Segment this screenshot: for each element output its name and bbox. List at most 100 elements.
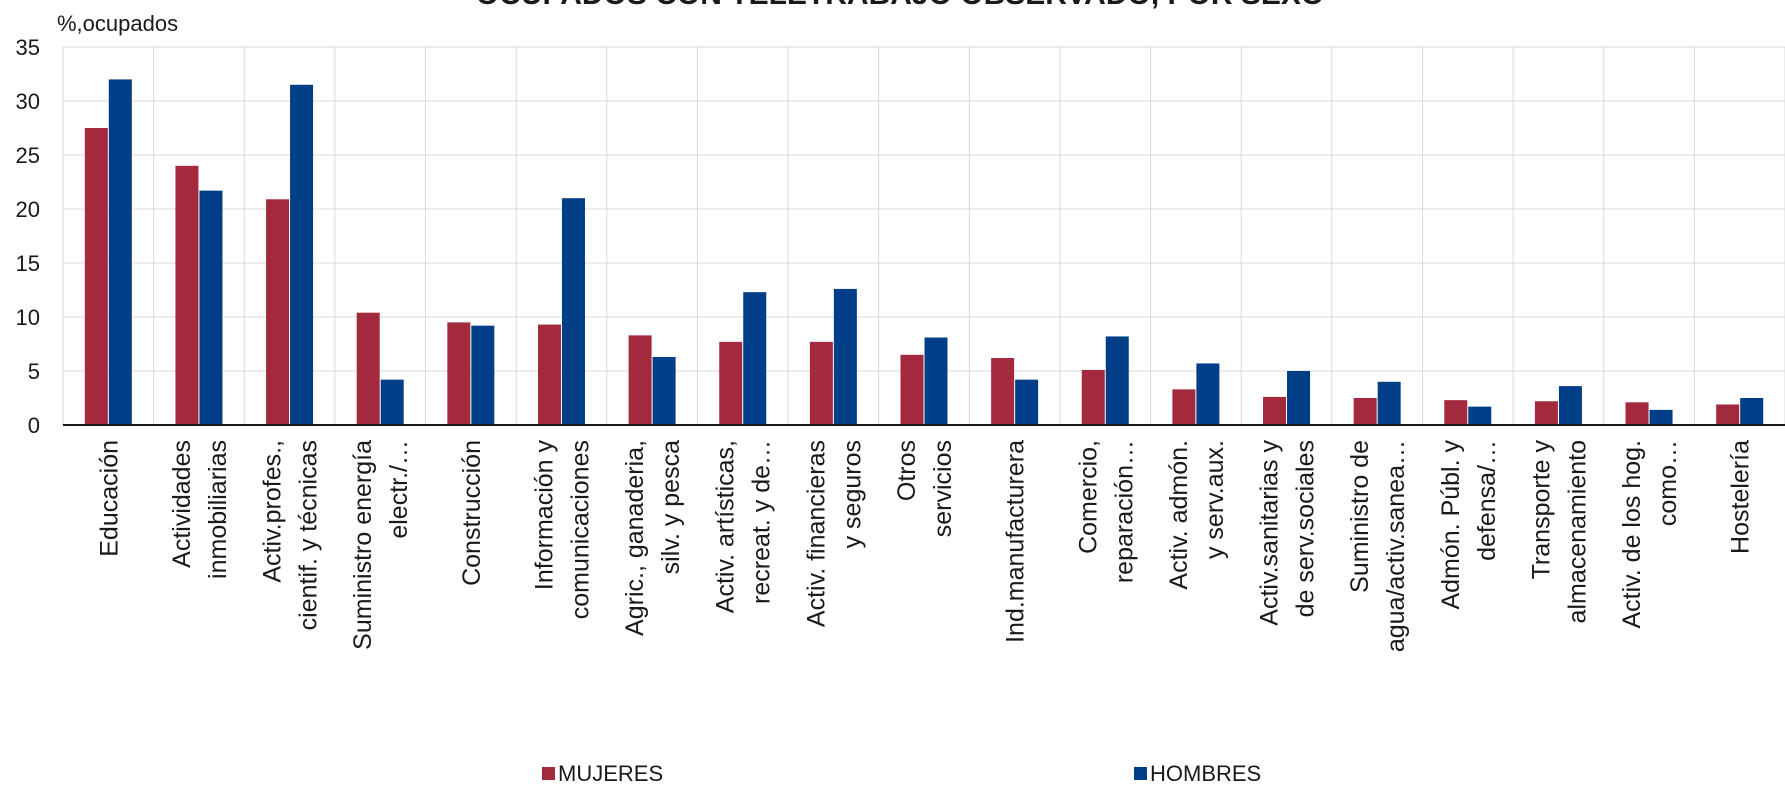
x-tick-label-line: Transporte y — [1527, 440, 1555, 580]
x-tick-label-line: como… — [1654, 440, 1682, 526]
y-tick-label: 0 — [28, 413, 40, 438]
legend: MUJERES HOMBRES — [542, 761, 1261, 786]
bar-mujeres — [1444, 400, 1467, 425]
x-tick-label-line: y serv.aux. — [1201, 440, 1229, 559]
bar-hombres — [743, 292, 766, 425]
x-tick-label-line: Activ. artísticas, — [712, 440, 740, 613]
x-tick-label-line: Activ.profes., — [259, 440, 287, 583]
bar-hombres — [109, 79, 132, 425]
y-tick-label: 35 — [16, 35, 40, 60]
bar-mujeres — [175, 166, 198, 425]
legend-swatch-mujeres — [542, 767, 555, 780]
y-axis-unit-label: %,ocupados — [57, 11, 178, 36]
x-tick-label-line: agua/activ.sanea… — [1382, 440, 1410, 652]
legend-label-hombres: HOMBRES — [1150, 761, 1261, 786]
x-tick-label-line: Construcción — [458, 440, 486, 586]
x-tick-label-line: cientif. y técnicas — [295, 440, 323, 630]
x-tick-label-line: Comercio, — [1074, 440, 1102, 554]
y-axis-ticks: 0 5 10 15 20 25 30 35 — [16, 35, 40, 438]
bar-mujeres — [629, 335, 652, 425]
x-tick-label-line: Activ. de los hog. — [1618, 440, 1646, 629]
x-tick-label-line: reparación… — [1110, 440, 1138, 583]
bar-mujeres — [85, 128, 108, 425]
x-tick-label-line: Otros — [893, 440, 921, 501]
bar-hombres — [1287, 371, 1310, 425]
bar-mujeres — [1354, 398, 1377, 425]
x-tick-label: Información y comunicaciones — [530, 440, 594, 620]
x-tick-label-line: Educación — [95, 440, 123, 557]
bar-mujeres — [901, 355, 924, 425]
x-tick-label-line: comunicaciones — [566, 440, 594, 619]
x-tick-label-line: y seguros — [838, 440, 866, 548]
x-tick-label-line: Información y — [530, 440, 558, 591]
x-tick-label: Admón. Públ. y defensa/… — [1437, 440, 1501, 610]
bar-mujeres — [991, 358, 1014, 425]
bar-mujeres — [1535, 401, 1558, 425]
y-tick-label: 30 — [16, 89, 40, 114]
bar-mujeres — [357, 313, 380, 425]
bar-mujeres — [447, 322, 470, 425]
x-tick-label-line: Activ. financieras — [802, 440, 830, 627]
y-tick-label: 20 — [16, 197, 40, 222]
x-tick-label: Otros servicios — [893, 440, 957, 537]
bar-mujeres — [266, 199, 289, 425]
x-tick-label-line: Hostelería — [1727, 440, 1755, 554]
bar-hombres — [1650, 410, 1673, 425]
bars — [85, 79, 1763, 425]
x-tick-label-line: Activ. admón. — [1165, 440, 1193, 590]
x-tick-label-line: almacenamiento — [1563, 440, 1591, 623]
y-tick-label: 5 — [28, 359, 40, 384]
bar-mujeres — [1626, 402, 1649, 425]
bar-hombres — [1106, 336, 1129, 425]
bar-mujeres — [1172, 389, 1195, 425]
x-tick-label-line: Agric., ganaderia, — [621, 440, 649, 636]
x-tick-label: Ind.manufacturera — [1002, 440, 1030, 643]
x-tick-label: Agric., ganaderia, silv. y pesca — [621, 440, 685, 636]
x-tick-label: Hostelería — [1727, 440, 1755, 554]
x-tick-label-line: inmobiliarias — [204, 440, 232, 579]
x-tick-label-line: recreat. y de… — [748, 440, 776, 604]
bar-hombres — [199, 191, 222, 425]
x-tick-label-line: Actividades — [168, 440, 196, 568]
bar-hombres — [653, 357, 676, 425]
x-tick-label: Activ.sanitarias y de serv.sociales — [1256, 440, 1320, 626]
x-tick-label-line: Suministro de — [1346, 440, 1374, 593]
x-tick-label: Activ. de los hog. como… — [1618, 440, 1682, 629]
chart-title: OCUPADOS CON TELETRABAJO OBSERVADO, POR … — [476, 0, 1324, 11]
bar-hombres — [1468, 407, 1491, 425]
x-tick-label: Activ. financieras y seguros — [802, 440, 866, 627]
x-tick-label-line: defensa/… — [1473, 440, 1501, 561]
x-tick-label: Activ. admón. y serv.aux. — [1165, 440, 1229, 590]
x-tick-label: Actividades inmobiliarias — [168, 440, 232, 579]
bar-mujeres — [810, 342, 833, 425]
x-tick-label-line: Suministro energía — [349, 440, 377, 650]
bar-hombres — [1740, 398, 1763, 425]
x-tick-label-line: Activ.sanitarias y — [1256, 440, 1284, 626]
bar-hombres — [1196, 363, 1219, 425]
bar-mujeres — [719, 342, 742, 425]
bar-hombres — [834, 289, 857, 425]
x-tick-label: Suministro de agua/activ.sanea… — [1346, 440, 1410, 652]
bar-mujeres — [1082, 370, 1105, 425]
x-tick-label: Activ. artísticas, recreat. y de… — [712, 440, 776, 613]
x-tick-label-line: electr./… — [385, 440, 413, 539]
x-tick-label-line: silv. y pesca — [657, 440, 685, 574]
x-tick-label-line: Ind.manufacturera — [1002, 440, 1030, 643]
x-tick-label-line: servicios — [929, 440, 957, 537]
gridlines — [63, 47, 1785, 425]
bar-mujeres — [1263, 397, 1286, 425]
bar-hombres — [471, 326, 494, 425]
x-tick-label: Educación — [95, 440, 123, 557]
x-axis-category-labels: Educación Actividades inmobiliarias Activ.p… — [95, 440, 1754, 653]
x-tick-label: Transporte y almacenamiento — [1527, 440, 1591, 624]
x-tick-label: Activ.profes., cientif. y técnicas — [259, 440, 323, 630]
x-tick-label-line: de serv.sociales — [1292, 440, 1320, 617]
y-tick-label: 25 — [16, 143, 40, 168]
bar-hombres — [1015, 380, 1038, 425]
x-tick-label: Construcción — [458, 440, 486, 586]
y-tick-label: 10 — [16, 305, 40, 330]
x-tick-label-line: Admón. Públ. y — [1437, 440, 1465, 610]
legend-swatch-hombres — [1134, 767, 1147, 780]
bar-hombres — [1378, 382, 1401, 425]
